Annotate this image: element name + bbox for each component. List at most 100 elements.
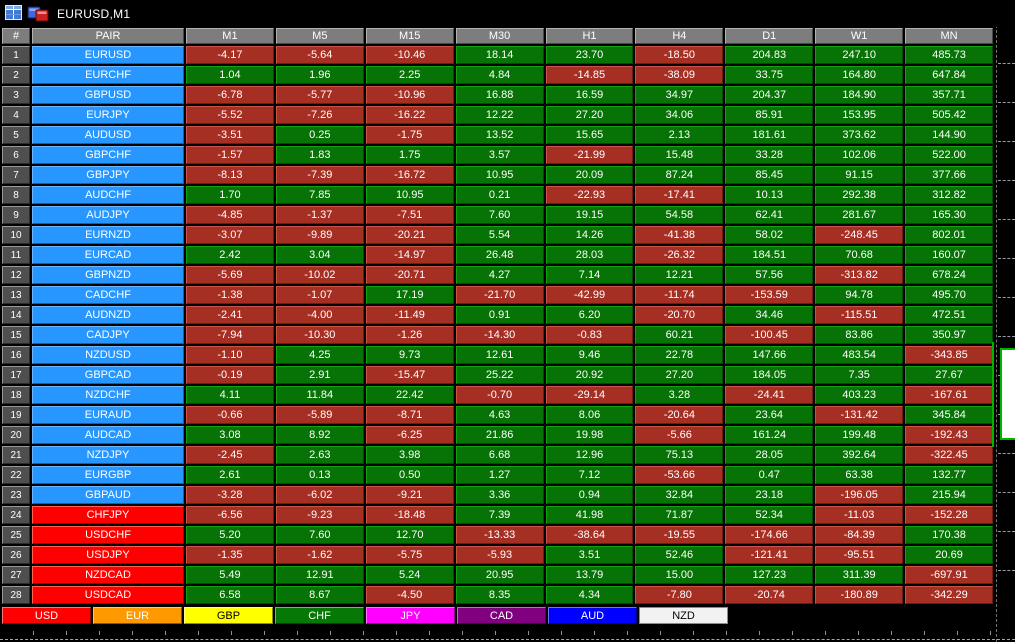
value-cell: 20.69 — [905, 546, 993, 564]
value-cell: 7.14 — [545, 266, 634, 284]
pair-cell-eurgbp[interactable]: EURGBP — [32, 466, 184, 484]
currency-button-jpy[interactable]: JPY — [366, 607, 455, 624]
value-cell: 20.95 — [455, 566, 544, 584]
pair-cell-eurjpy[interactable]: EURJPY — [32, 106, 184, 124]
time-axis-tick — [297, 631, 298, 635]
pair-cell-audusd[interactable]: AUDUSD — [32, 126, 184, 144]
currency-button-aud[interactable]: AUD — [548, 607, 637, 624]
header-timeframe-mn[interactable]: MN — [905, 28, 993, 44]
value-cell: 3.04 — [275, 246, 364, 264]
value-cell: -0.66 — [186, 406, 274, 424]
pair-cell-gbpaud[interactable]: GBPAUD — [32, 486, 184, 504]
value-cell: 204.37 — [725, 86, 814, 104]
header-timeframe-d1[interactable]: D1 — [725, 28, 814, 44]
currency-button-eur[interactable]: EUR — [93, 607, 182, 624]
value-cell: 52.34 — [725, 506, 814, 524]
pair-cell-usdjpy[interactable]: USDJPY — [32, 546, 184, 564]
currency-button-cad[interactable]: CAD — [457, 607, 546, 624]
pair-cell-eurcad[interactable]: EURCAD — [32, 246, 184, 264]
value-cell: 3.57 — [455, 146, 544, 164]
value-cell: 16.88 — [455, 86, 544, 104]
value-cell: 17.19 — [365, 286, 454, 304]
pair-cell-gbpchf[interactable]: GBPCHF — [32, 146, 184, 164]
value-cell: 13.52 — [455, 126, 544, 144]
currency-button-nzd[interactable]: NZD — [639, 607, 728, 624]
value-cell: 0.50 — [365, 466, 454, 484]
value-cell: -121.41 — [725, 546, 814, 564]
header-timeframe-m30[interactable]: M30 — [455, 28, 544, 44]
pair-cell-eurchf[interactable]: EURCHF — [32, 66, 184, 84]
currency-strength-matrix: # PAIR M1 M5 M15 M30 H1 H4 D1 W1 MN 1 EURUSD -4.17 -5.… — [2, 28, 993, 606]
gridline-horizontal-dash — [998, 63, 1015, 64]
pair-cell-nzdusd[interactable]: NZDUSD — [32, 346, 184, 364]
quotes-table-icon[interactable] — [5, 5, 22, 25]
value-cell: 12.61 — [455, 346, 544, 364]
value-cell: -322.45 — [905, 446, 993, 464]
value-cell: 312.82 — [905, 186, 993, 204]
header-timeframe-m15[interactable]: M15 — [365, 28, 454, 44]
pair-cell-audchf[interactable]: AUDCHF — [32, 186, 184, 204]
matrix-header-row: # PAIR M1 M5 M15 M30 H1 H4 D1 W1 MN — [2, 28, 993, 44]
pair-cell-cadchf[interactable]: CADCHF — [32, 286, 184, 304]
pair-cell-euraud[interactable]: EURAUD — [32, 406, 184, 424]
row-index: 13 — [2, 286, 30, 304]
value-cell: 23.64 — [725, 406, 814, 424]
pair-cell-nzdjpy[interactable]: NZDJPY — [32, 446, 184, 464]
value-cell: 85.45 — [725, 166, 814, 184]
header-timeframe-h4[interactable]: H4 — [635, 28, 724, 44]
value-cell: 2.91 — [275, 366, 364, 384]
row-index: 17 — [2, 366, 30, 384]
pair-cell-cadjpy[interactable]: CADJPY — [32, 326, 184, 344]
value-cell: 1.27 — [455, 466, 544, 484]
pair-cell-eurusd[interactable]: EURUSD — [32, 46, 184, 64]
header-timeframe-m1[interactable]: M1 — [186, 28, 274, 44]
value-cell: 10.95 — [365, 186, 454, 204]
gridline-horizontal-dash — [998, 336, 1015, 337]
pair-cell-audjpy[interactable]: AUDJPY — [32, 206, 184, 224]
value-cell: 495.70 — [905, 286, 993, 304]
pair-cell-gbpjpy[interactable]: GBPJPY — [32, 166, 184, 184]
header-timeframe-w1[interactable]: W1 — [815, 28, 904, 44]
pair-cell-gbpcad[interactable]: GBPCAD — [32, 366, 184, 384]
pair-cell-gbpusd[interactable]: GBPUSD — [32, 86, 184, 104]
row-index: 23 — [2, 486, 30, 504]
pair-cell-nzdchf[interactable]: NZDCHF — [32, 386, 184, 404]
header-timeframe-m5[interactable]: M5 — [275, 28, 364, 44]
pair-cell-chfjpy[interactable]: CHFJPY — [32, 506, 184, 524]
table-row: 5 AUDUSD -3.51 0.25 -1.75 13.52 15.65 2.13 181.6… — [2, 126, 993, 144]
header-timeframe-h1[interactable]: H1 — [545, 28, 634, 44]
value-cell: 19.98 — [545, 426, 634, 444]
pair-cell-audcad[interactable]: AUDCAD — [32, 426, 184, 444]
currency-button-chf[interactable]: CHF — [275, 607, 364, 624]
value-cell: 0.25 — [275, 126, 364, 144]
value-cell: 678.24 — [905, 266, 993, 284]
value-cell: 71.87 — [635, 506, 724, 524]
pair-cell-nzdcad[interactable]: NZDCAD — [32, 566, 184, 584]
currency-button-gbp[interactable]: GBP — [184, 607, 273, 624]
value-cell: -153.59 — [725, 286, 814, 304]
row-index: 14 — [2, 306, 30, 324]
pair-cell-usdcad[interactable]: USDCAD — [32, 586, 184, 604]
value-cell: -6.25 — [365, 426, 454, 444]
pair-cell-eurnzd[interactable]: EURNZD — [32, 226, 184, 244]
pair-cell-usdchf[interactable]: USDCHF — [32, 526, 184, 544]
value-cell: 647.84 — [905, 66, 993, 84]
candlestick-body — [1000, 348, 1015, 440]
value-cell: 350.97 — [905, 326, 993, 344]
value-cell: -5.75 — [365, 546, 454, 564]
value-cell: 4.27 — [455, 266, 544, 284]
pair-cell-gbpnzd[interactable]: GBPNZD — [32, 266, 184, 284]
time-axis-tick — [726, 631, 727, 635]
charts-icon[interactable] — [27, 5, 51, 27]
value-cell: -21.70 — [455, 286, 544, 304]
row-index: 12 — [2, 266, 30, 284]
value-cell: 3.36 — [455, 486, 544, 504]
value-cell: 165.30 — [905, 206, 993, 224]
value-cell: -29.14 — [545, 386, 634, 404]
value-cell: 15.48 — [635, 146, 724, 164]
pair-cell-audnzd[interactable]: AUDNZD — [32, 306, 184, 324]
currency-button-usd[interactable]: USD — [2, 607, 91, 624]
value-cell: 215.94 — [905, 486, 993, 504]
value-cell: 58.02 — [725, 226, 814, 244]
gridline-vertical — [996, 0, 997, 642]
